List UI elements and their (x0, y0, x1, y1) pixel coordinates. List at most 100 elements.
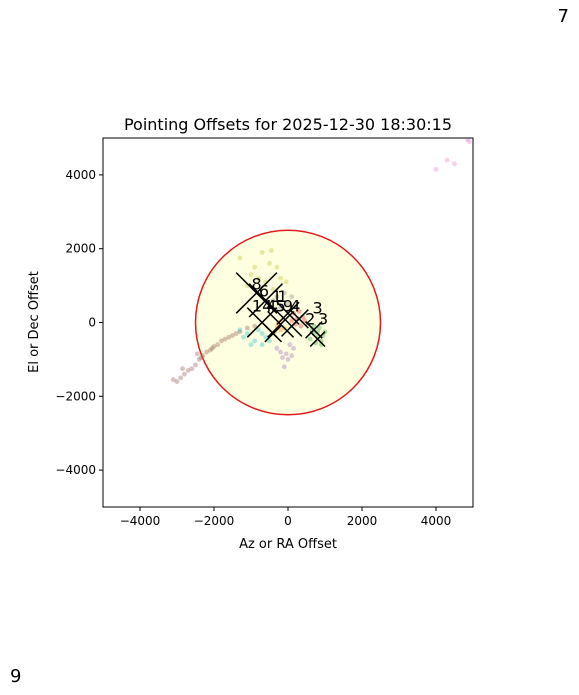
point-label: 6 (259, 282, 269, 301)
cross-stroke (289, 309, 309, 329)
scatter-point (280, 355, 285, 360)
cross-stroke (246, 307, 278, 338)
scatter-point (222, 336, 228, 342)
scatter-point (259, 331, 265, 336)
scatter-point (256, 327, 261, 333)
point-label: 14 (252, 296, 272, 315)
scatter-point (226, 334, 232, 340)
x-axis-label: Az or RA Offset (239, 537, 337, 552)
scatter-point (180, 366, 185, 372)
scatter-point (252, 264, 258, 270)
scatter-point (307, 336, 313, 342)
scatter-point (285, 301, 291, 307)
scatter-point (296, 309, 302, 314)
scatter-point (281, 290, 287, 296)
scatter-point (209, 345, 215, 351)
scatter-point (198, 355, 204, 360)
scatter-point (267, 338, 272, 344)
point-label: 1 (277, 287, 287, 306)
scatter-point (289, 318, 295, 324)
point-label: 4 (266, 296, 276, 315)
scatter-point (252, 323, 258, 329)
scatter-point (263, 334, 269, 340)
offset-cross-marker (276, 301, 300, 325)
scatter-point (274, 345, 280, 351)
scatter-point (194, 351, 200, 357)
point-label: 3 (313, 298, 323, 317)
scatter-point (267, 261, 272, 266)
axis-ticks: −4000 −2000 0 2000 4000 −4000 −2000 0 2000 4000 (55, 168, 451, 528)
scatter-point (233, 331, 239, 336)
scatter-point (289, 353, 295, 359)
scatter-point (219, 338, 224, 344)
scatter-point (291, 345, 296, 351)
y-tick-label: 4000 (65, 168, 96, 182)
cross-stroke (248, 283, 283, 318)
scatter-point (311, 323, 317, 329)
x-tick-label: −2000 (194, 514, 235, 528)
scatter-point (248, 272, 254, 277)
scatter-point (178, 375, 184, 381)
cross-stroke (235, 272, 278, 314)
scatter-point (285, 357, 291, 362)
offset-cross-marker (248, 283, 283, 318)
scatter-point (252, 338, 258, 344)
scatter-point (230, 333, 235, 338)
scatter-point (237, 327, 243, 333)
point-label: 5 (276, 296, 286, 315)
scatter-point (237, 329, 243, 335)
offset-cross-marker (235, 272, 278, 314)
scatter-point (283, 351, 289, 357)
corner-label-bottom-left: 9 (10, 666, 22, 687)
point-label: 4 (290, 296, 300, 315)
scatter-point (204, 349, 210, 355)
point-label: 8 (251, 274, 261, 293)
offset-cross-marker (305, 321, 323, 339)
scatter-point (241, 334, 247, 340)
x-tick-label: 4000 (421, 514, 452, 528)
offset-cross-marker (264, 324, 283, 343)
scatter-point (270, 297, 276, 303)
corner-label-top-right: 7 (557, 6, 569, 27)
scatter-point (466, 139, 472, 145)
y-axis-label: El or Dec Offset (27, 271, 42, 373)
cross-stroke (309, 331, 326, 348)
scatter-point (189, 366, 195, 372)
scatter-point (196, 357, 202, 362)
scatter-point (452, 161, 457, 167)
scatter-point (433, 166, 439, 172)
x-tick-label: −4000 (120, 514, 161, 528)
scatter-point (259, 342, 265, 348)
scatter-point (274, 264, 280, 270)
scatter-point (211, 344, 217, 349)
scatter-point (281, 364, 287, 370)
scatter-point (248, 342, 254, 348)
y-tick-label: 2000 (65, 242, 96, 256)
cross-stroke (305, 321, 323, 339)
y-tick-label: 0 (88, 316, 96, 330)
scatter-point (278, 275, 283, 281)
scatter-point (444, 157, 450, 163)
scatter-point (200, 353, 206, 359)
scatter-point (259, 249, 265, 255)
scatter-point (215, 342, 221, 348)
scatter-point (170, 377, 176, 383)
scatter-point (287, 342, 293, 348)
scatter-point (278, 349, 283, 355)
scatter-point (278, 327, 283, 333)
x-tick-label: 0 (284, 514, 292, 528)
scatter-point (237, 255, 243, 261)
scatter-point (193, 362, 198, 368)
scatter-point (185, 368, 191, 373)
scatter-point (244, 331, 250, 336)
y-tick-label: −2000 (55, 389, 96, 403)
scatter-point (268, 248, 274, 253)
point-label: 2 (305, 309, 315, 328)
scatter-point (207, 347, 213, 353)
scatter-point (298, 323, 304, 329)
offset-cross-marker (289, 309, 309, 329)
scatter-point (317, 325, 322, 331)
scatter-point (244, 325, 250, 331)
